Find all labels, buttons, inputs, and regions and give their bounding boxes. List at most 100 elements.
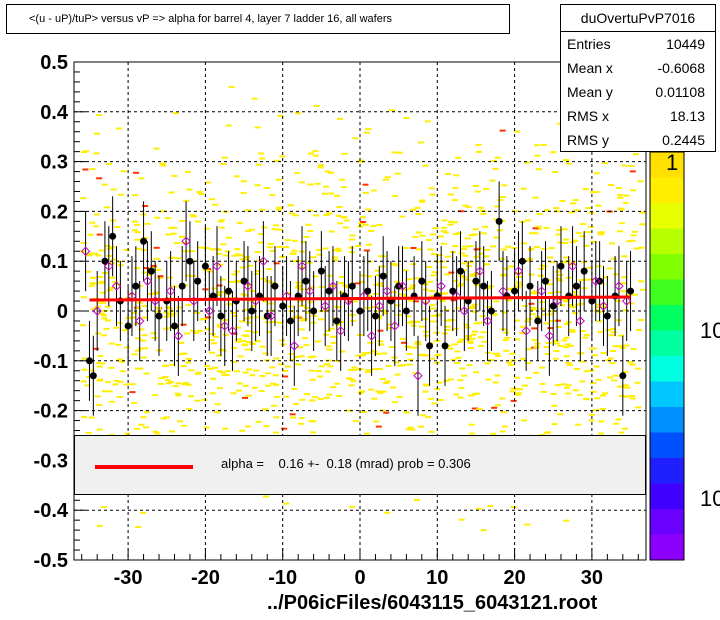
occupancy-bin <box>94 395 101 398</box>
occupancy-bin <box>553 207 560 210</box>
occupancy-bin <box>503 349 510 352</box>
occupancy-bin <box>490 313 497 316</box>
occupancy-bin <box>382 178 389 181</box>
occupancy-bin <box>629 363 636 366</box>
occupancy-bin <box>234 270 240 273</box>
occupancy-bin <box>531 327 538 330</box>
occupancy-bin <box>250 305 257 308</box>
occupancy-bin <box>610 331 617 334</box>
occupancy-bin <box>365 208 372 211</box>
occupancy-bin <box>579 330 586 333</box>
occupancy-bin <box>239 266 246 269</box>
occupancy-bin <box>92 347 99 350</box>
occupancy-bin <box>590 390 597 393</box>
occupancy-bin <box>152 394 159 397</box>
occupancy-bin <box>384 511 391 514</box>
occupancy-bin <box>371 350 378 353</box>
occupancy-bin <box>213 411 220 414</box>
occupancy-bin <box>575 423 582 426</box>
occupancy-bin <box>370 225 377 228</box>
occupancy-bin <box>211 287 218 290</box>
occupancy-bin <box>210 377 216 380</box>
occupancy-bin <box>181 424 187 427</box>
occupancy-bin <box>335 247 342 250</box>
data-point <box>621 296 632 306</box>
occupancy-bin <box>602 276 609 279</box>
colorbar-label-top: 1 <box>666 150 679 175</box>
occupancy-bin <box>140 339 147 342</box>
occupancy-bin <box>270 404 277 407</box>
occupancy-bin <box>170 232 177 235</box>
occupancy-bin <box>580 223 587 226</box>
occupancy-bin <box>132 194 138 197</box>
occupancy-bin <box>495 354 502 357</box>
occupancy-bin <box>436 254 443 256</box>
data-point <box>194 277 202 285</box>
occupancy-bin <box>606 267 613 270</box>
occupancy-bin <box>88 416 95 419</box>
occupancy-bin <box>629 239 636 242</box>
occupancy-bin <box>133 322 140 325</box>
occupancy-bin <box>569 330 576 333</box>
occupancy-bin <box>98 280 105 283</box>
occupancy-bin <box>116 396 123 398</box>
stats-histogram-name: duOvertuPvP7016 <box>561 5 715 32</box>
occupancy-bin <box>637 180 644 183</box>
occupancy-bin <box>481 225 488 228</box>
occupancy-bin <box>462 254 469 257</box>
occupancy-bin <box>435 313 442 316</box>
occupancy-bin <box>617 230 623 233</box>
colorbar-swatch <box>650 381 684 408</box>
occupancy-bin <box>457 379 464 382</box>
occupancy-bin <box>152 430 159 433</box>
fit-legend-line <box>95 465 193 469</box>
occupancy-bin <box>524 161 531 164</box>
occupancy-bin <box>205 316 212 319</box>
occupancy-bin <box>619 395 625 397</box>
occupancy-bin <box>568 263 575 266</box>
occupancy-bin <box>626 240 633 243</box>
data-point <box>567 261 578 271</box>
occupancy-bin <box>521 419 528 422</box>
occupancy-bin <box>588 225 594 228</box>
data-point <box>390 321 400 331</box>
stats-label: RMS x <box>567 108 609 124</box>
occupancy-bin <box>301 337 308 340</box>
occupancy-bin <box>92 252 99 255</box>
data-point <box>147 267 155 275</box>
occupancy-bin <box>266 331 273 334</box>
occupancy-bin <box>407 299 414 302</box>
occupancy-bin <box>188 395 194 398</box>
occupancy-bin <box>276 208 282 211</box>
occupancy-bin <box>541 248 548 250</box>
occupancy-bin <box>358 159 365 162</box>
occupancy-bin <box>116 260 123 263</box>
occupancy-bin <box>338 291 345 294</box>
occupancy-bin <box>311 314 318 317</box>
occupancy-bin <box>93 152 100 155</box>
occupancy-bin <box>242 396 248 399</box>
occupancy-bin <box>109 276 116 279</box>
occupancy-bin <box>341 152 348 155</box>
occupancy-bin <box>376 223 383 226</box>
colorbar-swatch <box>650 177 684 204</box>
occupancy-bin <box>273 416 280 419</box>
data-point <box>591 276 601 286</box>
data-point <box>170 322 178 330</box>
occupancy-bin <box>164 416 170 419</box>
occupancy-bin <box>150 264 157 267</box>
occupancy-bin <box>352 137 359 140</box>
occupancy-bin <box>135 307 142 310</box>
data-point <box>498 286 508 296</box>
occupancy-bin <box>326 212 332 215</box>
colorbar-swatch <box>650 305 684 331</box>
occupancy-bin <box>528 302 535 305</box>
occupancy-bin <box>520 357 527 360</box>
occupancy-bin <box>608 242 615 245</box>
occupancy-bin <box>513 376 520 379</box>
occupancy-bin <box>593 191 600 193</box>
occupancy-bin <box>555 270 562 273</box>
occupancy-bin <box>549 261 556 264</box>
data-point <box>333 317 341 325</box>
occupancy-bin <box>455 156 462 159</box>
